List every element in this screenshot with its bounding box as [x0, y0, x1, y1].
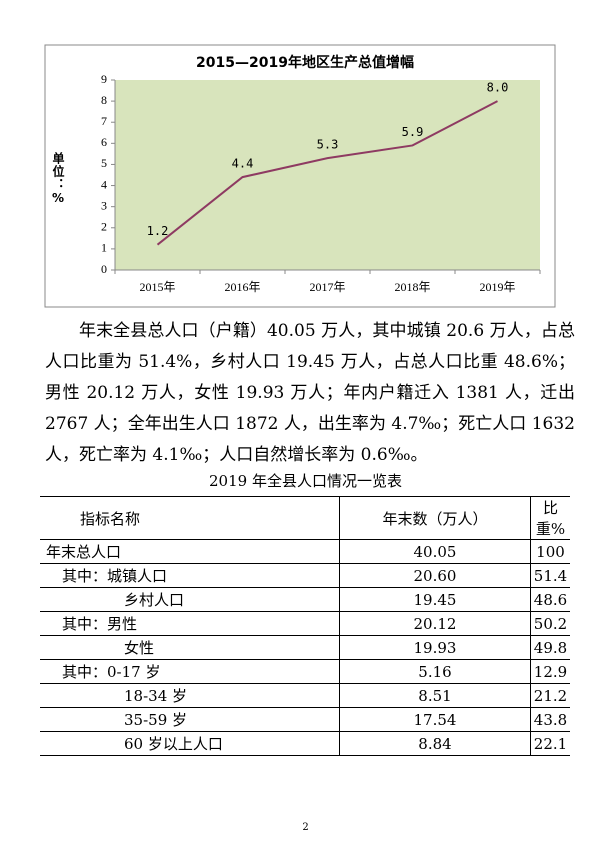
table-row: 指标名称 年末数（万人） 比重%: [40, 496, 570, 540]
y-tick-label: 6: [101, 135, 107, 149]
table-row: 其中：0-17 岁 5.16 12.9: [40, 659, 570, 684]
chart-title: 2015—2019年地区生产总值增幅: [196, 54, 414, 71]
table-row: 其中：男性 20.12 50.2: [40, 611, 570, 636]
table-cell: 指标名称: [40, 496, 340, 540]
table-cell: 其中：男性: [40, 611, 340, 636]
line: [156, 100, 498, 246]
y-tick-label: 1: [101, 241, 107, 255]
y-tick-label: 5: [101, 156, 107, 170]
table-row: 女性 19.93 49.8: [40, 635, 570, 660]
table-row: 60 岁以上人口 8.84 22.1: [40, 731, 570, 756]
table-cell: 51.4: [530, 563, 570, 588]
table-cell: 100: [530, 539, 570, 564]
table-row: 年末总人口 40.05 100: [40, 539, 570, 564]
y-tick-label: 9: [101, 72, 107, 86]
y-tick-label: 0: [101, 262, 107, 276]
table-cell: 5.16: [339, 659, 531, 684]
table: 指标名称 年末数（万人） 比重% 年末总人口 40.05 100 其中：城镇人口 20.60 5…: [40, 496, 570, 756]
table-cell: 比重%: [530, 496, 570, 540]
table-cell: 49.8: [530, 635, 570, 660]
table-cell: 19.45: [339, 587, 531, 612]
table-cell: 年末数（万人）: [339, 496, 531, 540]
table-cell: 乡村人口: [40, 587, 340, 612]
table-cell: 17.54: [339, 707, 531, 732]
table-cell: 50.2: [530, 611, 570, 636]
table-cell: 21.2: [530, 683, 570, 708]
y-tick-label: 2: [101, 220, 107, 234]
x-tick-label: 2015年: [139, 280, 175, 294]
table-row: 35-59 岁 17.54 43.8: [40, 707, 570, 732]
data-label: 5.3: [317, 138, 339, 152]
table-row: 其中：城镇人口 20.60 51.4: [40, 563, 570, 588]
y-tick-label: 3: [101, 198, 107, 212]
data-label: 4.4: [232, 157, 254, 171]
table-cell: 18-34 岁: [40, 683, 340, 708]
data-label: 1.2: [147, 224, 169, 238]
table-cell: 其中：城镇人口: [40, 563, 340, 588]
x-tick-label: 2017年: [309, 280, 345, 294]
data-label: 5.9: [402, 125, 424, 139]
table-cell: 其中：0-17 岁: [40, 659, 340, 684]
table-cell: 43.8: [530, 707, 570, 732]
table-cell: 12.9: [530, 659, 570, 684]
table-cell: 40.05: [339, 539, 531, 564]
chart: 2015—2019年地区生产总值增幅 0 1 2 3 4 5 6 7 8 9 2015年 1.2 201…: [44, 44, 556, 308]
table-cell: 20.60: [339, 563, 531, 588]
y-tick-label: 8: [101, 93, 107, 107]
table-caption: 2019 年全县人口情况一览表: [209, 472, 402, 490]
table-cell: 22.1: [530, 731, 570, 756]
table-cell: 35-59 岁: [40, 707, 340, 732]
table-cell: 8.51: [339, 683, 531, 708]
x-tick-label: 2019年: [479, 280, 515, 294]
table-row: 乡村人口 19.45 48.6: [40, 587, 570, 612]
table-cell: 20.12: [339, 611, 531, 636]
table-cell: 年末总人口: [40, 539, 340, 564]
table-cell: 60 岁以上人口: [40, 731, 340, 756]
y-tick-label: 7: [101, 114, 107, 128]
y-tick-label: 4: [101, 177, 107, 191]
x-tick-label: 2016年: [224, 280, 260, 294]
table-cell: 女性: [40, 635, 340, 660]
table-cell: 48.6: [530, 587, 570, 612]
plot-area: [115, 80, 540, 270]
table-cell: 19.93: [339, 635, 531, 660]
table-row: 18-34 岁 8.51 21.2: [40, 683, 570, 708]
paragraph: 年末全县总人口（户籍）40.05 万人，其中城镇 20.6 万人，占总人口比重为…: [45, 321, 575, 465]
x-tick-label: 2018年: [394, 280, 430, 294]
page-number: 2: [302, 822, 309, 833]
y-axis-label: 单位：%: [51, 152, 65, 206]
data-label: 8.0: [487, 81, 509, 95]
table-cell: 8.84: [339, 731, 531, 756]
